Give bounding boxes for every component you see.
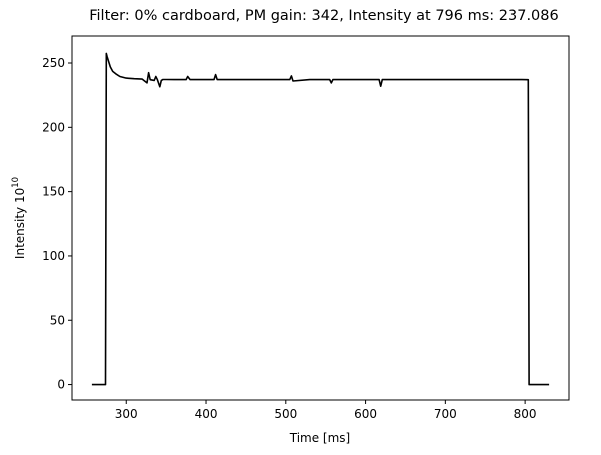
plot-area [71,35,570,401]
x-tick-label: 800 [514,407,537,421]
x-tick-label: 500 [274,407,297,421]
chart-title: Filter: 0% cardboard, PM gain: 342, Inte… [89,8,559,24]
x-axis: 300 400 500 600 700 800 [115,400,537,421]
y-tick-label: 150 [42,185,65,199]
x-tick-label: 700 [434,407,457,421]
y-axis-label-base: Intensity 10 [13,188,27,259]
x-axis-label: Time [ms] [289,431,351,445]
y-tick-label: 100 [42,249,65,263]
y-tick-label: 200 [42,120,65,134]
y-axis-label-exponent: 10 [11,177,21,188]
x-tick-label: 400 [195,407,218,421]
y-axis-label: Intensity 1010 [11,177,27,259]
x-tick-label: 600 [354,407,377,421]
intensity-series-line [91,52,550,386]
y-axis: 0 50 100 150 200 250 [42,56,72,392]
y-tick-label: 0 [57,378,65,392]
x-tick-label: 300 [115,407,138,421]
y-tick-label: 50 [50,313,65,327]
y-tick-label: 250 [42,56,65,70]
